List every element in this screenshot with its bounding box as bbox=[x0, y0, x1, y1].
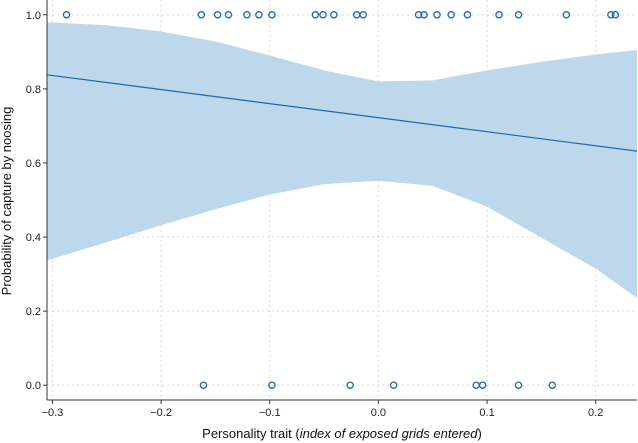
data-point bbox=[311, 11, 320, 19]
x-tick-label: −0.3 bbox=[42, 407, 64, 419]
y-tick-label: 0.6 bbox=[26, 158, 41, 170]
y-tick-label: 0.8 bbox=[26, 84, 41, 96]
data-point bbox=[330, 11, 338, 19]
data-point bbox=[62, 11, 71, 19]
x-tick-label: 0.1 bbox=[479, 407, 494, 419]
data-point bbox=[255, 11, 263, 19]
axes bbox=[46, 0, 637, 401]
data-point bbox=[420, 11, 428, 19]
data-point bbox=[243, 11, 251, 19]
x-axis-ticks: −0.3 −0.2 −0.1 0.0 0.1 0.2 bbox=[42, 400, 603, 419]
data-point bbox=[197, 11, 206, 19]
confidence-band bbox=[47, 22, 637, 299]
data-point bbox=[495, 11, 503, 19]
data-point bbox=[346, 381, 354, 389]
y-tick-label: 0.4 bbox=[26, 232, 41, 244]
data-point bbox=[359, 11, 367, 19]
data-point bbox=[433, 11, 441, 19]
data-point bbox=[199, 381, 208, 389]
data-point bbox=[319, 11, 327, 19]
y-tick-label: 0.2 bbox=[26, 306, 41, 318]
fit-line bbox=[46, 74, 638, 152]
x-tick-label: −0.2 bbox=[150, 407, 172, 419]
x-axis-title-prefix: Personality trait ( bbox=[202, 426, 300, 441]
data-points bbox=[62, 11, 620, 389]
data-point bbox=[268, 381, 276, 389]
data-point bbox=[389, 381, 398, 389]
x-axis-title-italic: index of exposed grids entered bbox=[300, 426, 479, 441]
x-tick-label: 0.0 bbox=[371, 407, 386, 419]
y-tick-label: 0.0 bbox=[26, 380, 41, 392]
data-point bbox=[562, 11, 571, 19]
data-point bbox=[611, 11, 620, 19]
x-axis-title: Personality trait (index of exposed grid… bbox=[202, 426, 482, 441]
data-point bbox=[514, 11, 523, 19]
x-tick-label: 0.2 bbox=[588, 407, 603, 419]
y-axis-title: Probability of capture by noosing bbox=[0, 107, 14, 296]
y-tick-label: 1.0 bbox=[26, 10, 41, 22]
data-point bbox=[607, 11, 615, 19]
data-point bbox=[548, 381, 557, 389]
data-point bbox=[213, 11, 222, 19]
data-point bbox=[478, 381, 487, 389]
data-point bbox=[463, 11, 472, 19]
x-tick-label: −0.1 bbox=[259, 407, 281, 419]
data-point bbox=[268, 11, 276, 19]
data-point bbox=[224, 11, 233, 19]
data-point bbox=[414, 11, 423, 19]
data-point bbox=[514, 381, 523, 389]
y-axis-ticks: 0.0 0.2 0.4 0.6 0.8 1.0 bbox=[26, 10, 47, 392]
x-axis-title-suffix: ) bbox=[478, 426, 482, 441]
data-point bbox=[447, 11, 455, 19]
